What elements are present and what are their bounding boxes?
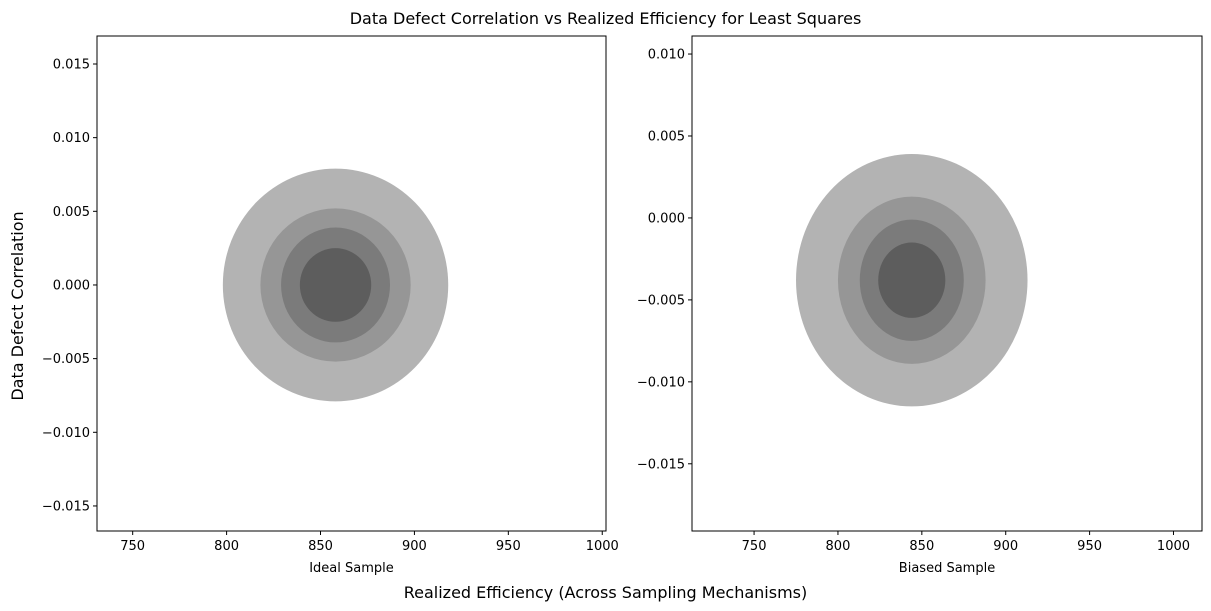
x-tick-label: 800 [826,539,851,554]
y-tick-label: 0.000 [53,278,90,293]
figure-title: Data Defect Correlation vs Realized Effi… [350,9,862,28]
panel-x-label: Ideal Sample [309,561,394,576]
x-tick-label: 750 [742,539,767,554]
y-tick-label: 0.010 [648,48,685,63]
contour-level-4 [299,248,372,322]
y-tick-label: 0.015 [53,57,90,72]
figure-x-label: Realized Efficiency (Across Sampling Mec… [404,583,808,602]
axes-frame [691,35,1203,532]
x-tick-label: 900 [402,539,427,554]
axes-frame [96,35,607,532]
y-tick-label: 0.005 [648,129,685,144]
x-tick-label: 850 [308,539,333,554]
x-tick-label: 950 [1077,539,1102,554]
y-tick-label: −0.005 [637,293,685,308]
panel-2: 750 800 850 900 950 1000 −0.015 −0.010 −0.005 0.0… [637,35,1203,576]
y-tick-label: −0.010 [637,375,685,390]
x-tick-label: 1000 [1157,539,1190,554]
y-tick-label: −0.010 [42,426,90,441]
x-tick-label: 1000 [586,539,619,554]
y-tick-label: 0.005 [53,205,90,220]
x-tick-label: 950 [496,539,521,554]
y-tick-label: −0.015 [42,499,90,514]
y-tick-label: 0.000 [648,211,685,226]
x-tick-label: 850 [909,539,934,554]
figure-y-label: Data Defect Correlation [8,211,27,400]
x-tick-label: 750 [120,539,145,554]
panel-1: 750 800 850 900 950 1000 −0.015 −0.010 −0.005 0.0… [42,35,619,576]
panel-x-label: Biased Sample [899,561,995,576]
y-tick-label: 0.010 [53,131,90,146]
contour-level-4 [878,242,946,318]
chart-panels: 750 800 850 900 950 1000 −0.015 −0.010 −0.005 0.0… [42,35,1203,576]
x-tick-label: 900 [993,539,1018,554]
x-tick-label: 800 [214,539,239,554]
y-tick-label: −0.005 [42,352,90,367]
y-tick-label: −0.015 [637,457,685,472]
